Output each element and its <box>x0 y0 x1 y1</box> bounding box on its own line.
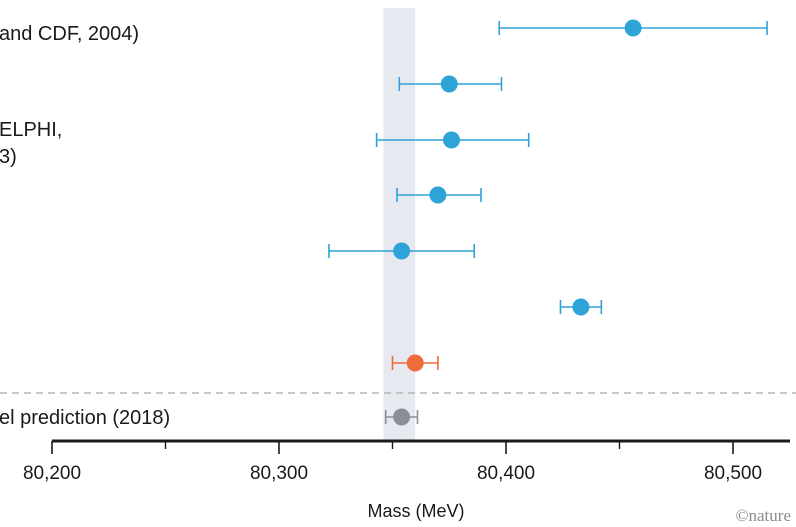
x-axis-title: Mass (MeV) <box>367 501 464 521</box>
data-row <box>559 298 603 316</box>
reference-band-layer <box>383 8 416 441</box>
data-row <box>328 242 476 260</box>
data-point <box>406 354 424 372</box>
data-rows <box>328 19 768 426</box>
x-axis: 80,200 80,300 80,400 80,500 <box>23 439 790 484</box>
row-label: el prediction (2018) <box>0 407 170 429</box>
data-point <box>440 75 458 93</box>
data-point <box>429 186 447 204</box>
row-label: 3) <box>0 146 17 168</box>
row-label: ELPHI, <box>0 119 62 141</box>
data-row <box>398 75 503 93</box>
row-labels: and CDF, 2004) ELPHI, 3) el prediction (201… <box>0 23 170 429</box>
data-row <box>375 131 530 149</box>
data-point <box>443 131 461 149</box>
data-point <box>624 19 642 37</box>
data-row <box>498 19 768 37</box>
x-tick-label: 80,300 <box>250 463 308 484</box>
data-row <box>396 186 482 204</box>
x-tick-label: 80,200 <box>23 463 81 484</box>
data-point <box>393 242 411 260</box>
data-row <box>384 408 419 426</box>
data-point <box>393 408 411 426</box>
credit-text: ©nature <box>736 506 791 525</box>
data-row <box>391 354 439 372</box>
data-point <box>572 298 590 316</box>
x-tick-label: 80,400 <box>477 463 535 484</box>
x-tick-label: 80,500 <box>704 463 762 484</box>
reference-band <box>383 8 416 441</box>
row-label: and CDF, 2004) <box>0 23 139 45</box>
